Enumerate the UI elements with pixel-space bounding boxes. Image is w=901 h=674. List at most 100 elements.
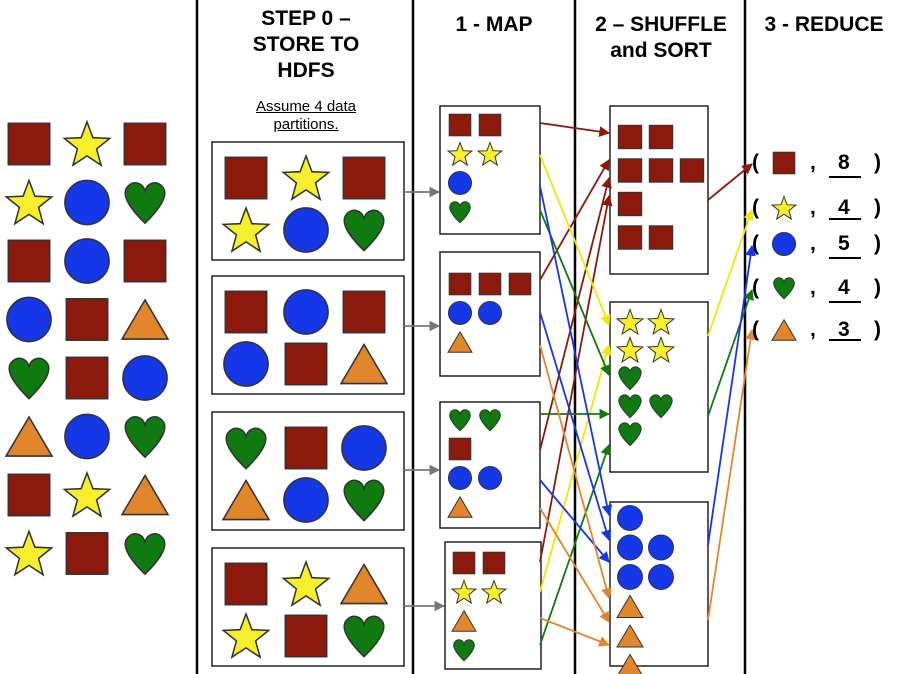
square-icon xyxy=(478,113,502,137)
step0-title-line1: STEP 0 – xyxy=(261,7,351,30)
star-icon xyxy=(4,178,54,226)
heart-icon xyxy=(343,615,385,658)
result-comma: , xyxy=(810,151,816,174)
triangle-icon xyxy=(447,495,473,518)
square-icon xyxy=(224,290,268,334)
circle-icon xyxy=(477,465,503,491)
result-count: 5 xyxy=(838,232,850,255)
circle-icon xyxy=(122,355,168,401)
square-icon xyxy=(617,124,643,150)
circle-icon xyxy=(341,425,387,471)
triangle-arrow xyxy=(539,507,610,623)
star-icon xyxy=(646,336,676,364)
heart-arrow xyxy=(539,443,611,646)
result-count: 8 xyxy=(838,151,850,174)
step0-title-line2: STORE TO xyxy=(252,33,360,56)
star-icon xyxy=(770,195,798,221)
step0-title: STEP 0 – STORE TO HDFS xyxy=(200,6,412,84)
heart-icon xyxy=(479,409,501,432)
star-arrow xyxy=(707,208,754,337)
square-icon xyxy=(284,426,328,470)
triangle-arrow xyxy=(539,617,611,647)
shuffle-title-line2: and SORT xyxy=(610,39,712,62)
heart-icon xyxy=(649,394,673,419)
heart-icon xyxy=(453,639,475,662)
square-icon xyxy=(284,342,328,386)
result-open-paren: ( xyxy=(752,196,759,219)
circle-icon xyxy=(617,534,643,561)
result-open-paren: ( xyxy=(752,232,759,255)
heart-icon xyxy=(124,182,166,225)
star-icon xyxy=(446,141,474,167)
circle-icon xyxy=(283,289,329,335)
map-to-shuffle-arrows xyxy=(539,122,613,647)
square-icon xyxy=(7,473,51,517)
square-icon xyxy=(448,437,472,461)
heart-icon xyxy=(225,427,267,470)
step0-note-line2: partitions. xyxy=(273,116,339,133)
circle-icon xyxy=(283,477,329,523)
heart-icon xyxy=(343,209,385,252)
circle-icon xyxy=(447,170,473,196)
heart-icon xyxy=(343,479,385,522)
circle-arrow xyxy=(539,185,613,517)
square-icon xyxy=(648,124,674,150)
square-icon xyxy=(284,614,328,658)
square-icon xyxy=(478,272,502,296)
triangle-icon xyxy=(617,653,643,674)
triangle-icon xyxy=(771,318,797,341)
square-icon xyxy=(7,122,51,166)
triangle-icon xyxy=(339,562,389,605)
heart-icon xyxy=(449,409,471,432)
result-close-paren: ) xyxy=(874,232,881,255)
map-title: 1 - MAP xyxy=(455,13,533,36)
triangle-icon xyxy=(447,330,473,353)
star-arrow xyxy=(539,154,611,327)
circle-icon xyxy=(283,207,329,253)
square-icon xyxy=(123,239,167,283)
result-count: 3 xyxy=(838,318,850,341)
heart-arrow xyxy=(707,288,754,417)
heart-icon xyxy=(618,422,642,447)
result-close-paren: ) xyxy=(874,276,881,299)
result-open-paren: ( xyxy=(752,276,759,299)
heart-icon xyxy=(773,277,795,300)
square-icon xyxy=(65,532,109,575)
triangle-icon xyxy=(221,478,271,521)
heart-icon xyxy=(449,201,471,224)
circle-icon xyxy=(648,534,674,561)
result-comma: , xyxy=(810,276,816,299)
result-comma: , xyxy=(810,318,816,341)
square-icon xyxy=(452,551,476,575)
result-close-paren: ) xyxy=(874,196,881,219)
square-icon xyxy=(123,122,167,166)
circle-icon xyxy=(617,564,643,590)
square-icon xyxy=(65,298,109,341)
shape-layer xyxy=(4,113,798,674)
square-arrow xyxy=(539,176,612,451)
heart-icon xyxy=(618,394,642,419)
square-icon xyxy=(617,225,643,250)
heart-icon xyxy=(618,366,642,391)
heart-icon xyxy=(124,416,166,459)
circle-arrow xyxy=(539,479,610,563)
triangle-icon xyxy=(339,342,389,385)
circle-icon xyxy=(64,238,110,284)
square-icon xyxy=(224,156,268,200)
star-icon xyxy=(62,470,112,518)
star-icon xyxy=(281,559,331,607)
result-open-paren: ( xyxy=(752,151,759,174)
star-icon xyxy=(62,119,112,167)
square-icon xyxy=(342,290,386,334)
square-icon xyxy=(617,158,643,183)
result-open-paren: ( xyxy=(752,318,759,341)
step0-title-line3: HDFS xyxy=(277,59,335,82)
star-icon xyxy=(281,153,331,201)
star-icon xyxy=(476,141,504,167)
square-icon xyxy=(224,562,268,606)
star-icon xyxy=(4,529,54,577)
result-count: 4 xyxy=(838,196,850,219)
square-icon xyxy=(342,156,386,200)
shuffle-to-reduce-arrows xyxy=(707,163,756,621)
